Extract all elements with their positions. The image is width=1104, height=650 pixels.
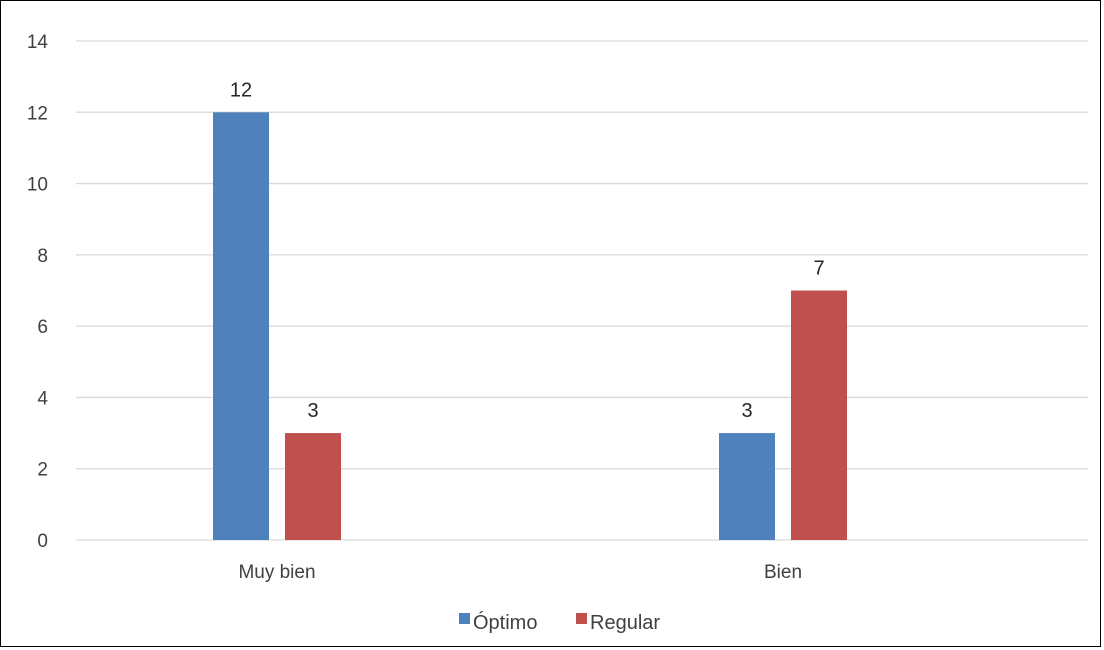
- bar-óptimo-bien: [719, 433, 775, 540]
- legend-label: Regular: [590, 612, 660, 634]
- legend-label: Óptimo: [473, 611, 537, 634]
- bars: [213, 112, 847, 541]
- data-labels: 12 3 3 7: [230, 79, 825, 422]
- y-tick-label: 4: [37, 388, 48, 409]
- y-tick-label: 14: [27, 32, 49, 53]
- data-label: 12: [230, 79, 252, 101]
- legend: Óptimo Regular: [459, 611, 660, 634]
- y-tick-label: 8: [37, 246, 48, 267]
- data-label: 3: [307, 400, 318, 422]
- legend-swatch: [576, 613, 587, 624]
- data-label: 7: [813, 258, 824, 280]
- y-tick-label: 10: [27, 175, 48, 196]
- bar-regular-bien: [791, 290, 847, 540]
- y-axis-ticks: 0 2 4 6 8 10 12 14: [27, 32, 49, 552]
- x-category-label: Bien: [764, 562, 802, 583]
- y-tick-label: 6: [37, 317, 48, 338]
- bar-óptimo-muy-bien: [213, 112, 269, 541]
- x-category-label: Muy bien: [238, 562, 315, 583]
- bar-regular-muy-bien: [285, 433, 341, 540]
- legend-swatch: [459, 613, 470, 624]
- data-label: 3: [741, 400, 752, 422]
- y-tick-label: 12: [27, 103, 48, 124]
- y-tick-label: 2: [37, 460, 48, 481]
- x-axis-categories: Muy bien Bien: [238, 562, 802, 583]
- y-tick-label: 0: [37, 531, 48, 552]
